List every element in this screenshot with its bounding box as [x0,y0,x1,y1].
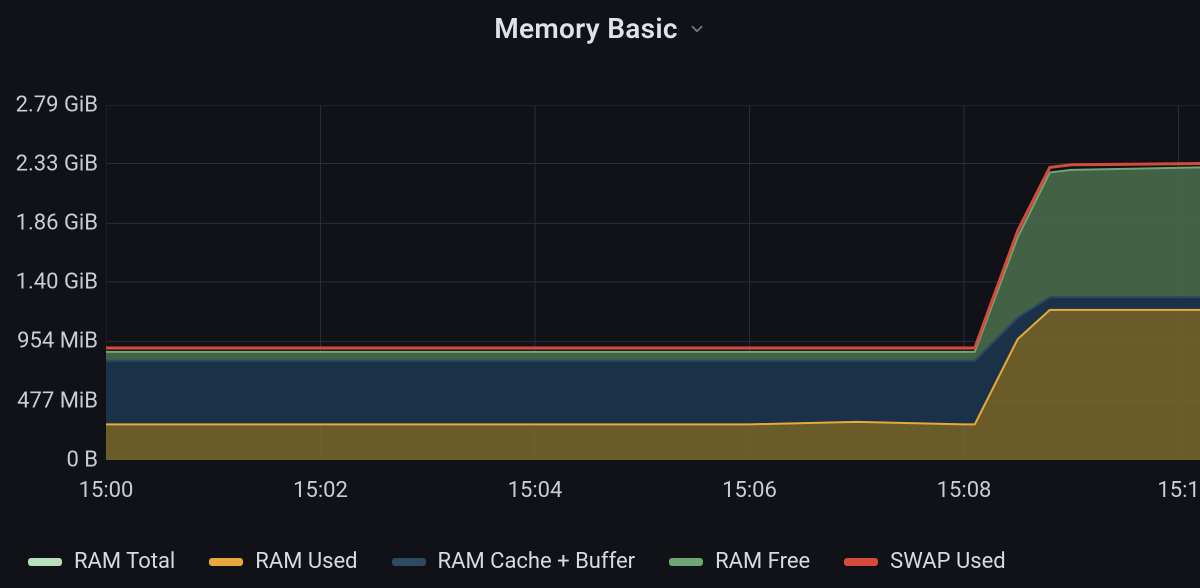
y-axis-label: 0 B [0,448,98,473]
y-axis-label: 2.79 GiB [0,93,98,118]
y-axis-label: 1.86 GiB [0,211,98,236]
legend-label: RAM Free [715,549,810,574]
legend-label: RAM Cache + Buffer [438,549,636,574]
legend-item-ram-used[interactable]: RAM Used [209,549,357,574]
legend-swatch [669,558,703,566]
legend-item-swap-used[interactable]: SWAP Used [844,549,1006,574]
legend-swatch [392,558,426,566]
panel-title-row[interactable]: Memory Basic [0,12,1200,45]
legend-label: RAM Total [74,549,175,574]
plot-svg [106,105,1200,460]
panel-title: Memory Basic [494,12,678,45]
y-axis-label: 1.40 GiB [0,269,98,294]
x-axis-label: 15:08 [937,478,992,503]
legend: RAM Total RAM Used RAM Cache + Buffer RAM F… [0,549,1200,574]
memory-basic-panel: Memory Basic 0 B 477 MiB 954 MiB 1.40 GiB 1.… [0,0,1200,588]
x-axis-label: 15:00 [79,478,134,503]
legend-item-ram-free[interactable]: RAM Free [669,549,810,574]
legend-swatch [209,558,243,566]
legend-item-ram-cache-buffer[interactable]: RAM Cache + Buffer [392,549,636,574]
legend-label: RAM Used [255,549,357,574]
legend-swatch [844,558,878,566]
x-axis-label: 15:06 [722,478,777,503]
y-axis-label: 2.33 GiB [0,151,98,176]
x-axis-label: 15:04 [508,478,563,503]
chart-area: 0 B 477 MiB 954 MiB 1.40 GiB 1.86 GiB 2.33 Gi… [0,60,1200,490]
x-axis-label: 15:02 [293,478,348,503]
legend-swatch [28,558,62,566]
y-axis-label: 954 MiB [0,329,98,354]
legend-item-ram-total[interactable]: RAM Total [28,549,175,574]
chevron-down-icon[interactable] [688,20,706,38]
x-axis-label: 15:1 [1157,478,1199,503]
y-axis-label: 477 MiB [0,388,98,413]
legend-label: SWAP Used [890,549,1006,574]
